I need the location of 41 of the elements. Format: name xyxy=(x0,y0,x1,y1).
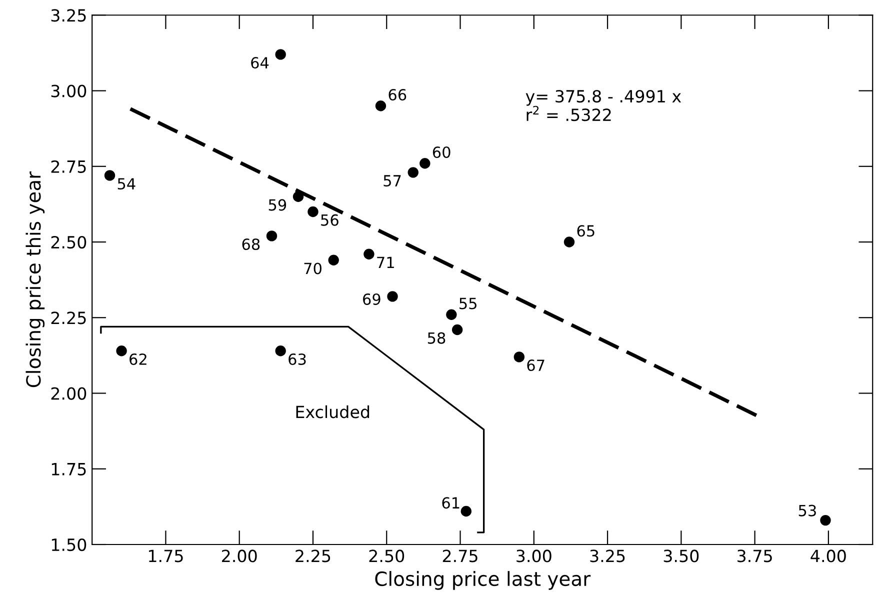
y-tick-label: 2.50 xyxy=(51,236,86,249)
annotation: 61 xyxy=(442,497,460,509)
text: Excluded xyxy=(296,405,370,418)
y-axis-title: Closing price this year xyxy=(26,171,45,388)
annotation: 56 xyxy=(321,214,338,226)
annotation: 53 xyxy=(798,504,816,516)
x-axis-title: Closing price last year xyxy=(375,571,591,590)
x-tick-label: 3.25 xyxy=(590,550,625,562)
y-tick-label: 1.50 xyxy=(52,538,86,552)
x-tick-label: 3.75 xyxy=(738,550,772,562)
annotation: 64 xyxy=(251,57,269,69)
annotation: 70 xyxy=(304,262,322,274)
annotation: 66 xyxy=(388,88,406,101)
annotation: 58 xyxy=(428,332,446,344)
x-tick-label: 3.50 xyxy=(664,550,699,562)
x-tick-label: 3.00 xyxy=(516,550,552,562)
y-tick-label: 3.00 xyxy=(51,84,86,98)
x-tick-label: 2.75 xyxy=(442,550,478,562)
annotation: 62 xyxy=(130,353,146,366)
x-tick-label: 2.25 xyxy=(296,550,330,562)
annotation: 68 xyxy=(242,238,260,250)
annotation: 54 xyxy=(118,178,136,190)
x-tick-label: 2.00 xyxy=(222,550,257,562)
annotation: 65 xyxy=(577,225,594,237)
y-tick-label: 2.25 xyxy=(51,312,86,324)
annotation: 71 xyxy=(377,256,394,268)
y-tick-label: 2.75 xyxy=(51,160,86,173)
y-tick-label: 1.75 xyxy=(52,463,86,476)
annotation: 69 xyxy=(363,293,380,305)
x-tick-label: 2.50 xyxy=(369,550,404,562)
annotation: 67 xyxy=(527,360,544,372)
y-tick-label: 2.00 xyxy=(51,387,86,400)
annotation: y= 375.8 - .4991 x r$^{2}$ = .5322 xyxy=(526,90,682,122)
annotation: 60 xyxy=(432,146,450,158)
annotation: 55 xyxy=(460,298,476,310)
y-tick-label: 3.25 xyxy=(51,9,86,22)
x-tick-label: 1.75 xyxy=(148,550,183,562)
annotation: 59 xyxy=(268,199,286,211)
annotation: 57 xyxy=(384,175,401,187)
annotation: 63 xyxy=(288,353,306,366)
x-tick-label: 4.00 xyxy=(810,550,846,562)
